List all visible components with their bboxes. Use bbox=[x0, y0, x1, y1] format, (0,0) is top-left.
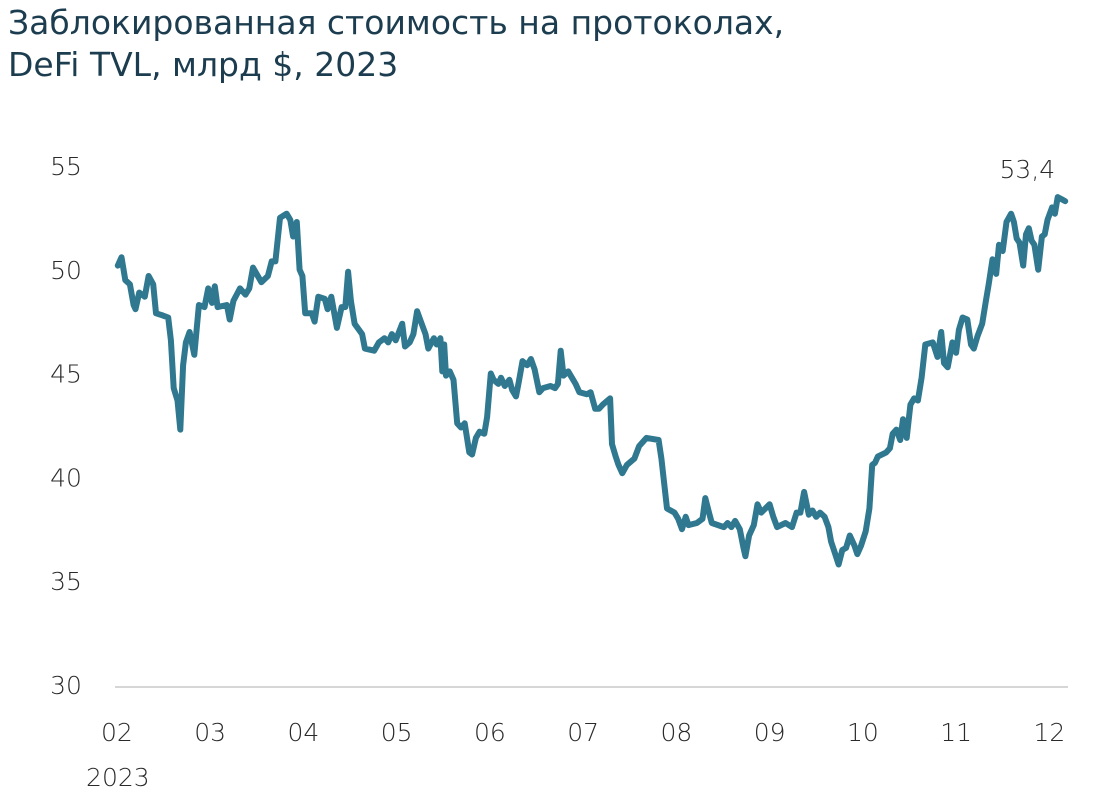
y-tick-label: 30 bbox=[50, 671, 82, 700]
x-year-label: 2023 bbox=[86, 763, 150, 792]
x-tick-label: 09 bbox=[754, 718, 786, 747]
x-tick-label: 07 bbox=[567, 718, 599, 747]
y-tick-label: 35 bbox=[50, 567, 82, 596]
chart-title: DeFi TVL, млрд $, 2023 bbox=[8, 45, 398, 84]
y-tick-label: 45 bbox=[50, 360, 82, 389]
y-tick-label: 55 bbox=[50, 152, 82, 181]
x-tick-label: 03 bbox=[194, 718, 226, 747]
x-tick-label: 08 bbox=[660, 718, 692, 747]
x-tick-label: 11 bbox=[940, 718, 972, 747]
y-tick-label: 50 bbox=[50, 256, 82, 285]
x-tick-label: 02 bbox=[101, 718, 133, 747]
data-line bbox=[114, 194, 1069, 568]
end-value-label: 53,4 bbox=[1000, 155, 1056, 184]
x-tick-label: 10 bbox=[847, 718, 879, 747]
x-tick-label: 06 bbox=[474, 718, 506, 747]
chart-title: Заблокированная стоимость на протоколах, bbox=[8, 3, 784, 42]
x-tick-label: 05 bbox=[381, 718, 413, 747]
x-tick-label: 12 bbox=[1033, 718, 1065, 747]
y-tick-label: 40 bbox=[50, 463, 82, 492]
x-tick-label: 04 bbox=[287, 718, 319, 747]
